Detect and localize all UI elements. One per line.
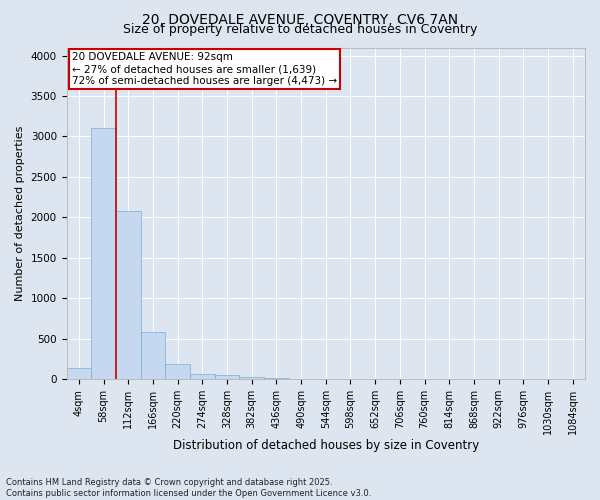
X-axis label: Distribution of detached houses by size in Coventry: Distribution of detached houses by size … [173,440,479,452]
Bar [165,364,190,379]
Bar [190,374,215,379]
Bar [264,378,289,379]
Bar [91,128,116,379]
Bar [239,376,264,379]
Text: Size of property relative to detached houses in Coventry: Size of property relative to detached ho… [123,24,477,36]
Text: 20 DOVEDALE AVENUE: 92sqm
← 27% of detached houses are smaller (1,639)
72% of se: 20 DOVEDALE AVENUE: 92sqm ← 27% of detac… [72,52,337,86]
Bar [67,368,91,379]
Y-axis label: Number of detached properties: Number of detached properties [15,126,25,301]
Bar [116,211,140,379]
Bar [215,376,239,379]
Bar [140,332,165,379]
Text: Contains HM Land Registry data © Crown copyright and database right 2025.
Contai: Contains HM Land Registry data © Crown c… [6,478,371,498]
Text: 20, DOVEDALE AVENUE, COVENTRY, CV6 7AN: 20, DOVEDALE AVENUE, COVENTRY, CV6 7AN [142,12,458,26]
